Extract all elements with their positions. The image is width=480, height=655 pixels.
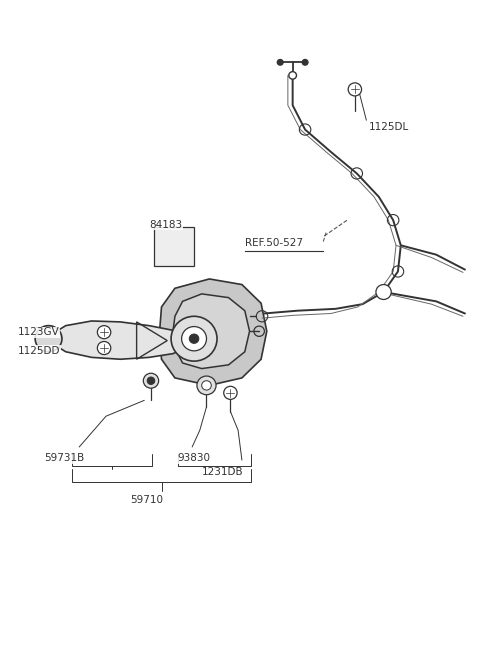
Polygon shape [154,227,194,266]
Circle shape [189,334,199,343]
Text: 1125DL: 1125DL [369,122,409,132]
Text: REF.50-527: REF.50-527 [245,238,303,248]
Circle shape [97,341,111,354]
Circle shape [302,60,308,65]
Circle shape [277,60,283,65]
Text: 1125DD: 1125DD [18,346,60,356]
Circle shape [197,376,216,395]
Text: 59731B: 59731B [44,453,84,463]
Text: 84183: 84183 [149,220,182,230]
Circle shape [171,316,217,361]
Circle shape [147,377,155,384]
Circle shape [35,326,62,352]
Polygon shape [173,294,250,369]
Text: 59710: 59710 [130,495,163,505]
Circle shape [97,326,111,339]
Polygon shape [159,279,267,385]
Polygon shape [50,321,188,359]
Circle shape [224,386,237,400]
Circle shape [144,373,158,388]
Circle shape [376,284,391,299]
Circle shape [348,83,361,96]
Text: 1231DB: 1231DB [202,467,243,477]
Text: 1123GV: 1123GV [18,327,60,337]
Circle shape [181,327,206,351]
Text: 93830: 93830 [178,453,211,463]
Circle shape [289,71,297,79]
Circle shape [202,381,211,390]
